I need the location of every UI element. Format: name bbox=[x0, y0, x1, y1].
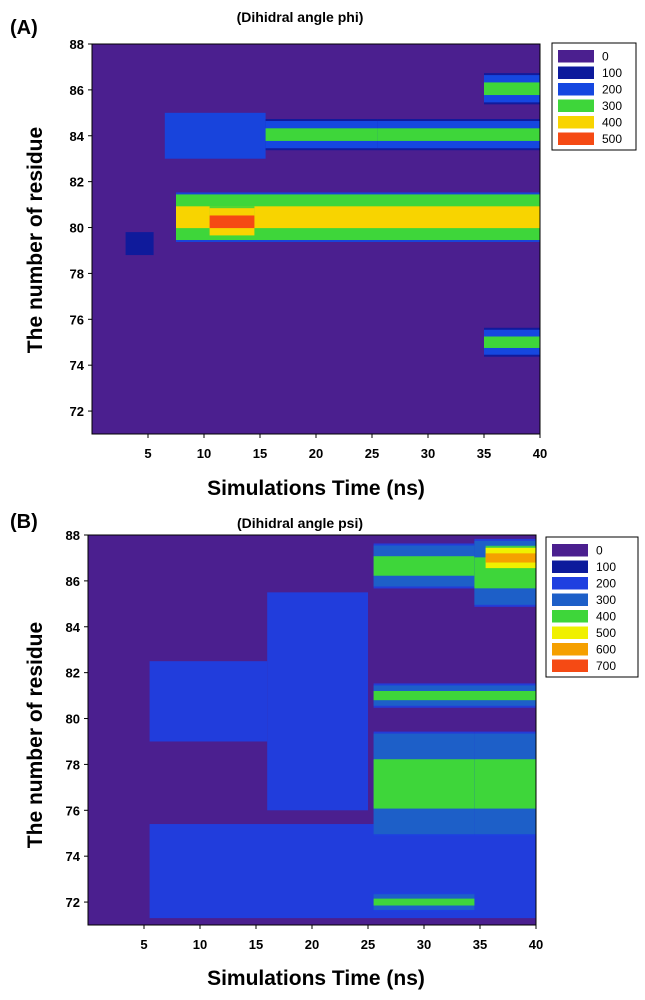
y-tick-label: 74 bbox=[70, 358, 85, 373]
legend-swatch bbox=[558, 50, 594, 63]
legend-swatch bbox=[552, 643, 588, 656]
x-tick-label: 15 bbox=[249, 937, 263, 952]
x-tick-label: 5 bbox=[140, 937, 147, 952]
heatmap-band bbox=[125, 232, 154, 256]
heatmap-band bbox=[373, 759, 475, 809]
legend-swatch bbox=[552, 560, 588, 573]
legend-label: 700 bbox=[596, 659, 616, 673]
panel-b-title: (Dihidral angle psi) bbox=[237, 515, 363, 531]
x-tick-label: 30 bbox=[417, 937, 431, 952]
panel-a-xlabel: Simulations Time (ns) bbox=[207, 477, 425, 500]
y-tick-label: 88 bbox=[66, 528, 80, 543]
x-tick-label: 40 bbox=[533, 446, 547, 461]
panel-a-plot bbox=[91, 43, 541, 435]
panel-b-legend: 0 100 200 300 400 500 600 700 bbox=[545, 536, 639, 678]
legend-label: 100 bbox=[602, 66, 622, 80]
legend-swatch bbox=[552, 610, 588, 623]
panel-a-ylabel: The number of residue bbox=[24, 127, 47, 353]
panel-a-title: (Dihidral angle phi) bbox=[237, 9, 364, 25]
legend-label: 0 bbox=[602, 50, 609, 64]
legend-label: 300 bbox=[596, 593, 616, 607]
heatmap-band bbox=[265, 128, 378, 141]
x-tick-label: 10 bbox=[197, 446, 211, 461]
legend-swatch bbox=[558, 132, 594, 145]
y-tick-label: 80 bbox=[70, 221, 84, 236]
panel-b: (B) (Dihidral angle psi) 5 10 15 20 25 30 35 40… bbox=[10, 511, 639, 990]
heatmap-band bbox=[377, 128, 540, 141]
panel-b-plot bbox=[87, 534, 537, 926]
panel-a-ticks: 5 10 15 20 25 30 35 40 72 74 76 78 80 82 84 86 88 bbox=[70, 37, 548, 461]
heatmap-band bbox=[164, 112, 266, 159]
heatmap-band bbox=[373, 556, 475, 576]
heatmap-band bbox=[176, 206, 540, 229]
legend-label: 500 bbox=[602, 132, 622, 146]
heatmap-band bbox=[267, 592, 368, 811]
legend-label: 300 bbox=[602, 99, 622, 113]
y-tick-label: 72 bbox=[66, 895, 80, 910]
legend-swatch bbox=[558, 66, 594, 79]
legend-swatch bbox=[552, 659, 588, 672]
y-tick-label: 88 bbox=[70, 37, 84, 52]
x-tick-label: 20 bbox=[309, 446, 323, 461]
x-tick-label: 15 bbox=[253, 446, 267, 461]
panel-b-ylabel: The number of residue bbox=[24, 622, 47, 848]
x-tick-label: 35 bbox=[473, 937, 487, 952]
y-tick-label: 84 bbox=[70, 129, 85, 144]
y-tick-label: 78 bbox=[66, 757, 80, 772]
heatmap-band bbox=[149, 824, 536, 919]
heatmap-band bbox=[484, 82, 540, 96]
legend-label: 0 bbox=[596, 544, 603, 558]
x-tick-label: 25 bbox=[361, 937, 375, 952]
y-tick-label: 76 bbox=[66, 803, 80, 818]
y-tick-label: 82 bbox=[70, 175, 84, 190]
y-tick-label: 86 bbox=[66, 574, 80, 589]
panel-a-label: (A) bbox=[10, 17, 38, 39]
legend-swatch bbox=[552, 577, 588, 590]
x-tick-label: 25 bbox=[365, 446, 379, 461]
legend-label: 600 bbox=[596, 643, 616, 657]
y-tick-label: 82 bbox=[66, 666, 80, 681]
panel-b-ticks: 5 10 15 20 25 30 35 40 72 74 76 78 80 82 84 86 88 bbox=[66, 528, 544, 952]
legend-swatch bbox=[558, 116, 594, 129]
y-tick-label: 86 bbox=[70, 83, 84, 98]
legend-swatch bbox=[552, 593, 588, 606]
legend-box bbox=[545, 536, 639, 678]
x-tick-label: 10 bbox=[193, 937, 207, 952]
heatmap-band bbox=[373, 898, 475, 906]
y-tick-label: 76 bbox=[70, 312, 84, 327]
heatmap-band bbox=[484, 336, 540, 348]
y-tick-label: 78 bbox=[70, 266, 84, 281]
y-tick-label: 72 bbox=[70, 404, 84, 419]
panel-a-legend: 0 100 200 300 400 500 bbox=[551, 42, 637, 151]
legend-label: 100 bbox=[596, 560, 616, 574]
x-tick-label: 20 bbox=[305, 937, 319, 952]
legend-swatch bbox=[552, 626, 588, 639]
panel-b-label: (B) bbox=[10, 511, 38, 533]
legend-label: 500 bbox=[596, 626, 616, 640]
y-tick-label: 74 bbox=[66, 849, 81, 864]
heatmap-band bbox=[485, 553, 536, 563]
panel-a: (A) (Dihidral angle phi) 5 10 15 20 25 30 35 40… bbox=[10, 9, 637, 500]
legend-swatch bbox=[558, 99, 594, 112]
heatmap-band bbox=[373, 691, 536, 701]
legend-label: 400 bbox=[602, 116, 622, 130]
x-tick-label: 5 bbox=[144, 446, 151, 461]
legend-swatch bbox=[552, 544, 588, 557]
heatmap-band bbox=[209, 215, 255, 229]
legend-label: 400 bbox=[596, 610, 616, 624]
y-tick-label: 84 bbox=[66, 620, 81, 635]
legend-label: 200 bbox=[602, 83, 622, 97]
panel-b-xlabel: Simulations Time (ns) bbox=[207, 967, 425, 990]
legend-label: 200 bbox=[596, 577, 616, 591]
legend-swatch bbox=[558, 83, 594, 96]
x-tick-label: 30 bbox=[421, 446, 435, 461]
x-tick-label: 35 bbox=[477, 446, 491, 461]
heatmap-band bbox=[474, 759, 536, 809]
x-tick-label: 40 bbox=[529, 937, 543, 952]
heatmap-band bbox=[149, 661, 268, 742]
y-tick-label: 80 bbox=[66, 712, 80, 727]
